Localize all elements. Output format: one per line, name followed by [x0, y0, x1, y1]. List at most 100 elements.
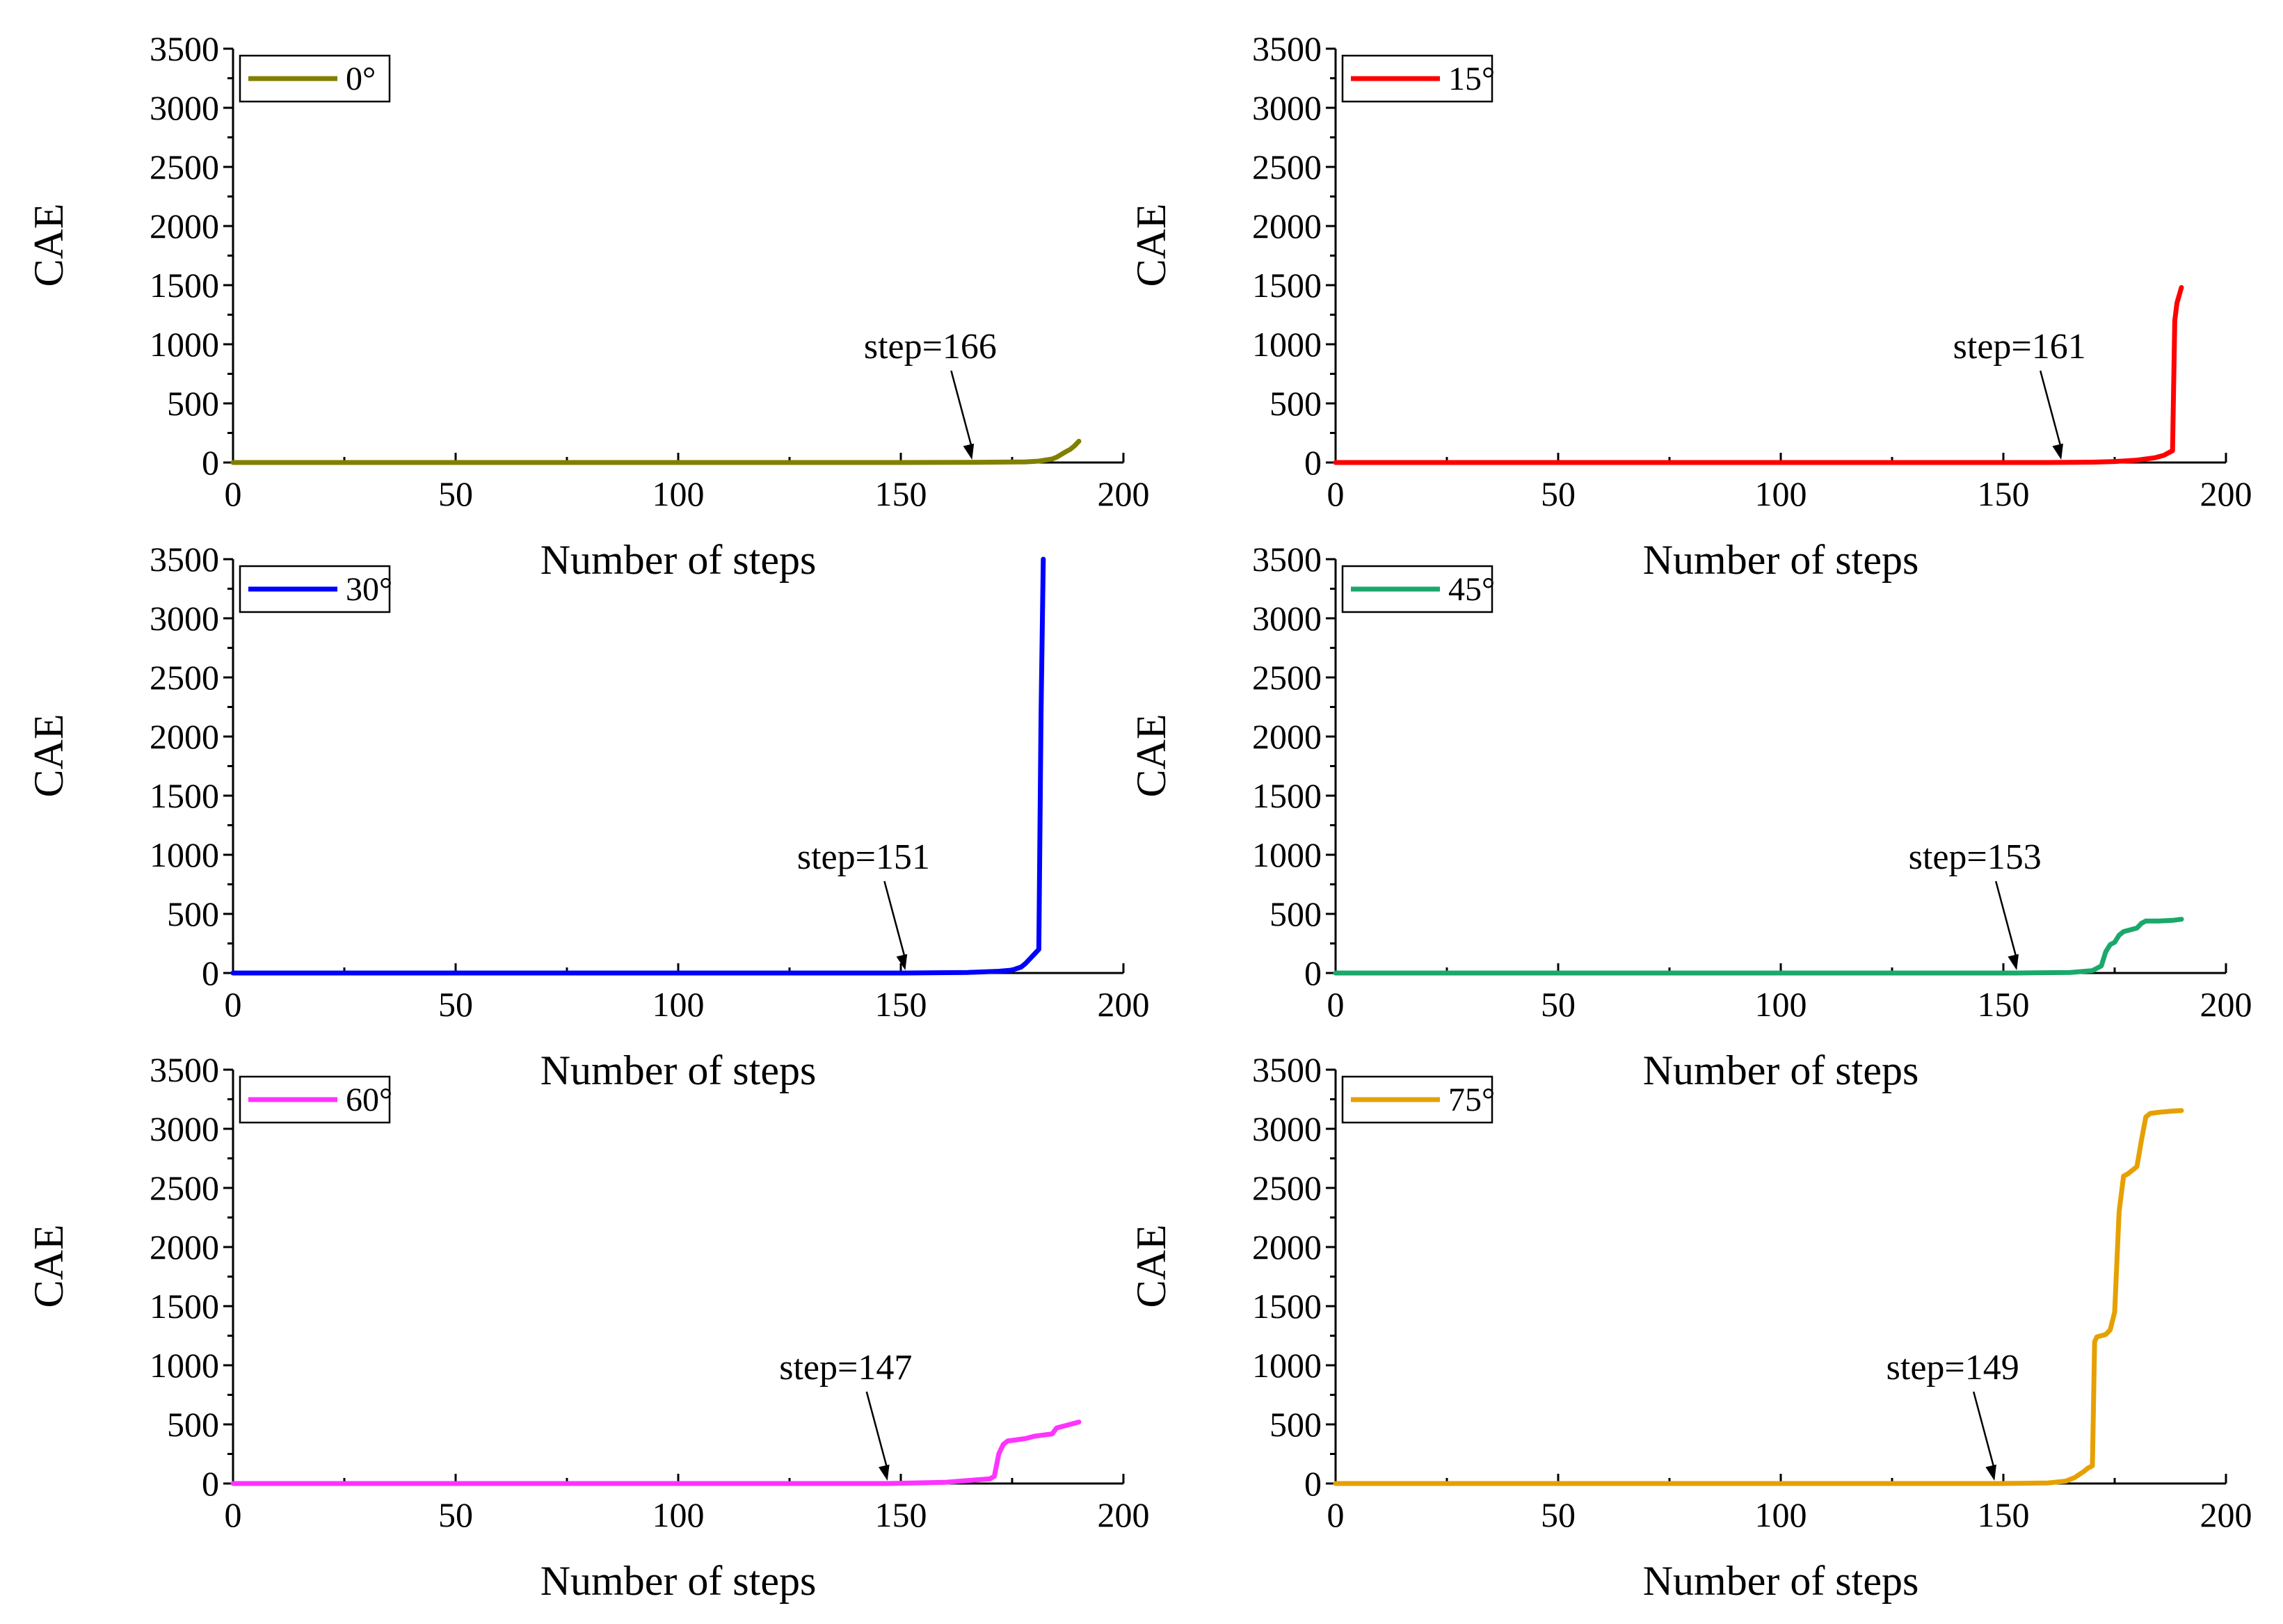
- legend-label: 15°: [1448, 61, 1495, 97]
- y-tick-label: 1500: [150, 266, 219, 305]
- annotation-arrow-head: [1985, 1464, 1996, 1481]
- x-tick-label: 50: [1541, 1495, 1576, 1534]
- x-tick-label: 200: [1098, 474, 1150, 513]
- legend-label: 45°: [1448, 571, 1495, 608]
- x-tick-label: 150: [875, 985, 927, 1024]
- y-tick-label: 1500: [150, 776, 219, 815]
- y-tick-label: 1000: [150, 325, 219, 364]
- x-tick-label: 200: [2200, 1495, 2252, 1534]
- y-tick-label: 1000: [150, 1346, 219, 1385]
- y-tick-label: 2000: [1252, 207, 1322, 246]
- annotation-arrow-head: [879, 1464, 890, 1481]
- series-line-60deg: [230, 1420, 1082, 1486]
- y-axis-title: CAE: [1128, 204, 1174, 287]
- x-tick-label: 100: [1755, 985, 1807, 1024]
- annotation-label: step=166: [864, 327, 997, 367]
- y-tick-label: 0: [1304, 443, 1322, 482]
- y-tick-label: 1000: [1252, 325, 1322, 364]
- x-tick-label: 200: [1098, 985, 1150, 1024]
- annotation-label: step=147: [779, 1348, 912, 1388]
- annotation-arrow-line: [2039, 370, 2062, 449]
- x-tick-label: 150: [1978, 985, 2030, 1024]
- x-tick-label: 150: [1978, 1495, 2030, 1534]
- annotation-label: step=151: [797, 837, 930, 877]
- y-tick-label: 3000: [1252, 88, 1322, 127]
- y-tick-label: 3000: [150, 599, 219, 638]
- y-tick-label: 0: [202, 954, 219, 992]
- y-tick-label: 2000: [150, 207, 219, 246]
- annotation-label: step=149: [1887, 1348, 2019, 1388]
- y-tick-label: 3500: [150, 29, 219, 68]
- x-tick-label: 50: [438, 985, 473, 1024]
- x-axis-title: Number of steps: [1643, 537, 1919, 583]
- y-tick-label: 500: [167, 384, 219, 423]
- legend-label: 60°: [346, 1082, 392, 1118]
- legend-label: 30°: [346, 571, 392, 608]
- x-tick-label: 50: [1541, 474, 1576, 513]
- y-tick-label: 500: [1269, 894, 1322, 933]
- chart-panel-5: 0 500 1000 1500 2000 2500 3000 3500 0 50 100 150 200…: [26, 1050, 1150, 1604]
- y-axis-title: CAE: [1128, 1225, 1174, 1308]
- x-axis-title: Number of steps: [540, 537, 817, 583]
- x-tick-label: 150: [1978, 474, 2030, 513]
- annotation-arrow-line: [865, 1391, 889, 1470]
- x-tick-label: 100: [1755, 474, 1807, 513]
- y-tick-label: 3000: [150, 88, 219, 127]
- chart-panel-6: 0 500 1000 1500 2000 2500 3000 3500 0 50 100 150 200…: [1128, 1050, 2252, 1604]
- annotation-arrow-line: [950, 370, 973, 449]
- x-tick-label: 200: [1098, 1495, 1150, 1534]
- legend-label: 0°: [346, 61, 376, 97]
- series-line-0deg: [230, 438, 1082, 465]
- y-tick-label: 1000: [150, 835, 219, 874]
- x-tick-label: 0: [1327, 1495, 1345, 1534]
- y-tick-label: 0: [202, 1464, 219, 1503]
- y-tick-label: 500: [167, 1405, 219, 1444]
- y-axis-title: CAE: [26, 204, 72, 287]
- y-axis-title: CAE: [1128, 714, 1174, 798]
- x-axis-title: Number of steps: [1643, 1558, 1919, 1604]
- y-tick-label: 2500: [150, 147, 219, 186]
- y-tick-label: 2500: [1252, 658, 1322, 697]
- annotation-arrow-head: [896, 954, 908, 970]
- y-tick-label: 2000: [150, 1228, 219, 1267]
- y-tick-label: 2000: [1252, 1228, 1322, 1267]
- y-axis-title: CAE: [26, 1225, 72, 1308]
- y-tick-label: 3500: [150, 1050, 219, 1089]
- y-tick-label: 0: [1304, 1464, 1322, 1503]
- x-tick-label: 200: [2200, 985, 2252, 1024]
- annotation-arrow-line: [1994, 881, 2018, 960]
- series-line-45deg: [1333, 917, 2184, 976]
- y-tick-label: 3500: [1252, 29, 1322, 68]
- x-tick-label: 200: [2200, 474, 2252, 513]
- series-line-15deg: [1333, 284, 2184, 465]
- x-tick-label: 0: [225, 474, 242, 513]
- y-tick-label: 2500: [150, 1168, 219, 1207]
- y-tick-label: 1500: [1252, 1287, 1322, 1326]
- legend-label: 75°: [1448, 1082, 1495, 1118]
- annotation-arrow-line: [883, 881, 906, 960]
- x-tick-label: 50: [438, 474, 473, 513]
- x-tick-label: 0: [1327, 985, 1345, 1024]
- x-axis-title: Number of steps: [540, 1558, 817, 1604]
- y-tick-label: 3500: [150, 540, 219, 579]
- x-tick-label: 50: [438, 1495, 473, 1534]
- series-line-30deg: [230, 556, 1046, 976]
- y-tick-label: 1000: [1252, 835, 1322, 874]
- x-tick-label: 150: [875, 1495, 927, 1534]
- y-tick-label: 3000: [1252, 599, 1322, 638]
- x-tick-label: 0: [225, 985, 242, 1024]
- annotation-arrow-head: [963, 443, 975, 460]
- y-tick-label: 500: [167, 894, 219, 933]
- y-tick-label: 2500: [150, 658, 219, 697]
- annotation-label: step=153: [1909, 837, 2042, 877]
- y-tick-label: 500: [1269, 1405, 1322, 1444]
- y-tick-label: 1500: [1252, 776, 1322, 815]
- x-axis-title: Number of steps: [540, 1047, 817, 1093]
- y-tick-label: 0: [1304, 954, 1322, 992]
- y-tick-label: 3000: [1252, 1109, 1322, 1148]
- y-tick-label: 0: [202, 443, 219, 482]
